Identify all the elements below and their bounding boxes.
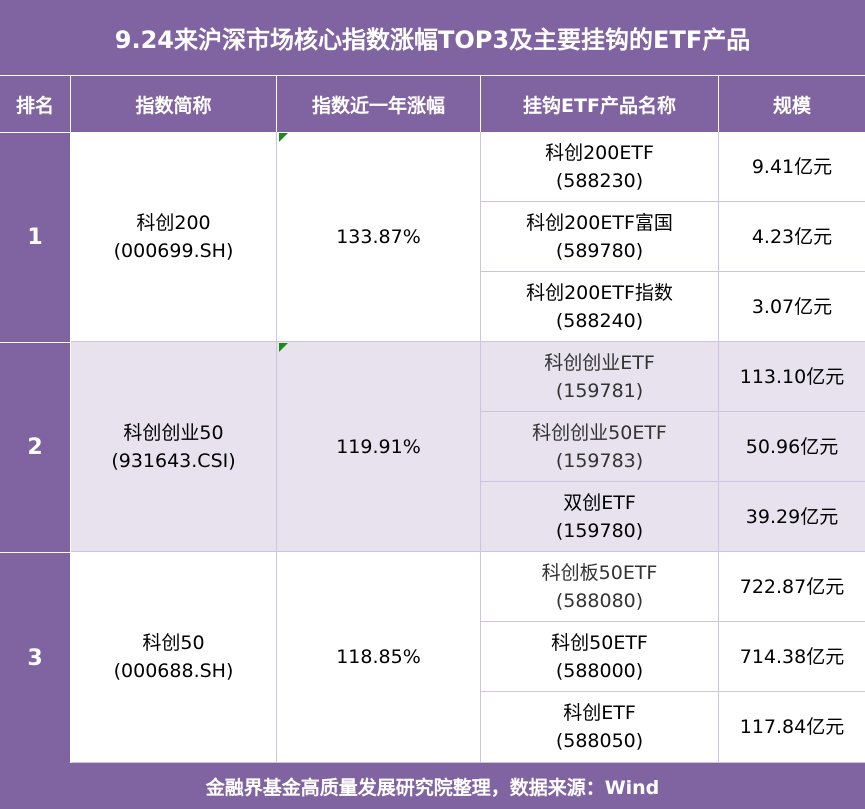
etf-cell: 科创50ETF (588000) bbox=[481, 622, 719, 692]
index-name: 科创50 bbox=[142, 632, 205, 654]
etf-cell: 科创创业ETF (159781) bbox=[481, 342, 719, 412]
scale-cell: 4.23亿元 bbox=[719, 202, 865, 272]
page-title: 9.24来沪深市场核心指数涨幅TOP3及主要挂钩的ETF产品 bbox=[0, 0, 865, 75]
etf-name: 科创200ETF指数 bbox=[526, 281, 673, 304]
etf-code: (588000) bbox=[555, 659, 644, 682]
header-one-year-gain: 指数近一年涨幅 bbox=[277, 75, 481, 132]
index-name: 科创200 bbox=[136, 211, 211, 234]
header-index-name: 指数简称 bbox=[71, 75, 277, 132]
scale-cell: 9.41亿元 bbox=[719, 132, 865, 202]
scale-value: 50.96亿元 bbox=[745, 435, 839, 458]
etf-code: (589780) bbox=[555, 239, 644, 262]
scale-value: 3.07亿元 bbox=[751, 295, 833, 318]
scale-cell: 50.96亿元 bbox=[719, 412, 865, 482]
rank-cell: 1 bbox=[0, 132, 71, 342]
header-etf-name: 挂钩ETF产品名称 bbox=[481, 75, 719, 132]
etf-code: (159783) bbox=[555, 449, 644, 472]
header-rank: 排名 bbox=[0, 75, 71, 132]
etf-code: (159780) bbox=[555, 519, 644, 542]
scale-cell: 722.87亿元 bbox=[719, 552, 865, 622]
etf-code: (588240) bbox=[555, 309, 644, 332]
comment-flag-icon bbox=[279, 343, 288, 352]
etf-name: 科创200ETF bbox=[545, 141, 654, 164]
scale-cell: 39.29亿元 bbox=[719, 482, 865, 552]
etf-name: 科创200ETF富国 bbox=[526, 211, 673, 234]
index-name-cell: 科创50 (000688.SH) bbox=[71, 552, 277, 763]
gain-value: 133.87% bbox=[336, 225, 421, 248]
rank-cell: 3 bbox=[0, 552, 71, 763]
etf-name: 科创创业ETF bbox=[544, 351, 655, 374]
etf-code: (588050) bbox=[555, 730, 644, 752]
header-scale: 规模 bbox=[719, 75, 865, 132]
etf-name: 科创ETF bbox=[563, 702, 636, 724]
etf-name: 科创板50ETF bbox=[541, 561, 658, 584]
etf-cell: 科创创业50ETF (159783) bbox=[481, 412, 719, 482]
etf-code: (588080) bbox=[555, 589, 644, 612]
gain-cell: 119.91% bbox=[277, 342, 481, 552]
index-name-cell: 科创200 (000699.SH) bbox=[71, 132, 277, 342]
index-code: (000699.SH) bbox=[113, 239, 234, 262]
etf-cell: 科创板50ETF (588080) bbox=[481, 552, 719, 622]
scale-value: 9.41亿元 bbox=[751, 155, 833, 178]
etf-name: 双创ETF bbox=[563, 491, 636, 514]
scale-value: 117.84亿元 bbox=[739, 716, 845, 738]
etf-cell: 科创200ETF富国 (589780) bbox=[481, 202, 719, 272]
etf-cell: 科创200ETF (588230) bbox=[481, 132, 719, 202]
index-code: (931643.CSI) bbox=[111, 449, 236, 472]
gain-cell: 133.87% bbox=[277, 132, 481, 342]
etf-code: (588230) bbox=[555, 169, 644, 192]
etf-code: (159781) bbox=[555, 379, 644, 402]
scale-value: 113.10亿元 bbox=[739, 365, 845, 388]
index-name: 科创创业50 bbox=[123, 421, 224, 444]
etf-cell: 科创200ETF指数 (588240) bbox=[481, 272, 719, 342]
scale-value: 39.29亿元 bbox=[745, 505, 839, 528]
etf-cell: 双创ETF (159780) bbox=[481, 482, 719, 552]
scale-cell: 714.38亿元 bbox=[719, 622, 865, 692]
scale-cell: 117.84亿元 bbox=[719, 692, 865, 763]
scale-cell: 3.07亿元 bbox=[719, 272, 865, 342]
scale-value: 714.38亿元 bbox=[739, 645, 845, 668]
etf-name: 科创创业50ETF bbox=[532, 421, 667, 444]
gain-cell: 118.85% bbox=[277, 552, 481, 763]
comment-flag-icon bbox=[279, 133, 288, 142]
index-name-cell: 科创创业50 (931643.CSI) bbox=[71, 342, 277, 552]
etf-cell: 科创ETF (588050) bbox=[481, 692, 719, 763]
rank-cell: 2 bbox=[0, 342, 71, 552]
gain-value: 119.91% bbox=[336, 435, 421, 458]
scale-value: 4.23亿元 bbox=[751, 225, 833, 248]
gain-value: 118.85% bbox=[336, 646, 421, 668]
scale-cell: 113.10亿元 bbox=[719, 342, 865, 412]
etf-name: 科创50ETF bbox=[551, 631, 648, 654]
scale-value: 722.87亿元 bbox=[739, 575, 845, 598]
source-footer: 金融界基金高质量发展研究院整理，数据来源：Wind bbox=[0, 763, 865, 809]
index-code: (000688.SH) bbox=[113, 660, 234, 682]
